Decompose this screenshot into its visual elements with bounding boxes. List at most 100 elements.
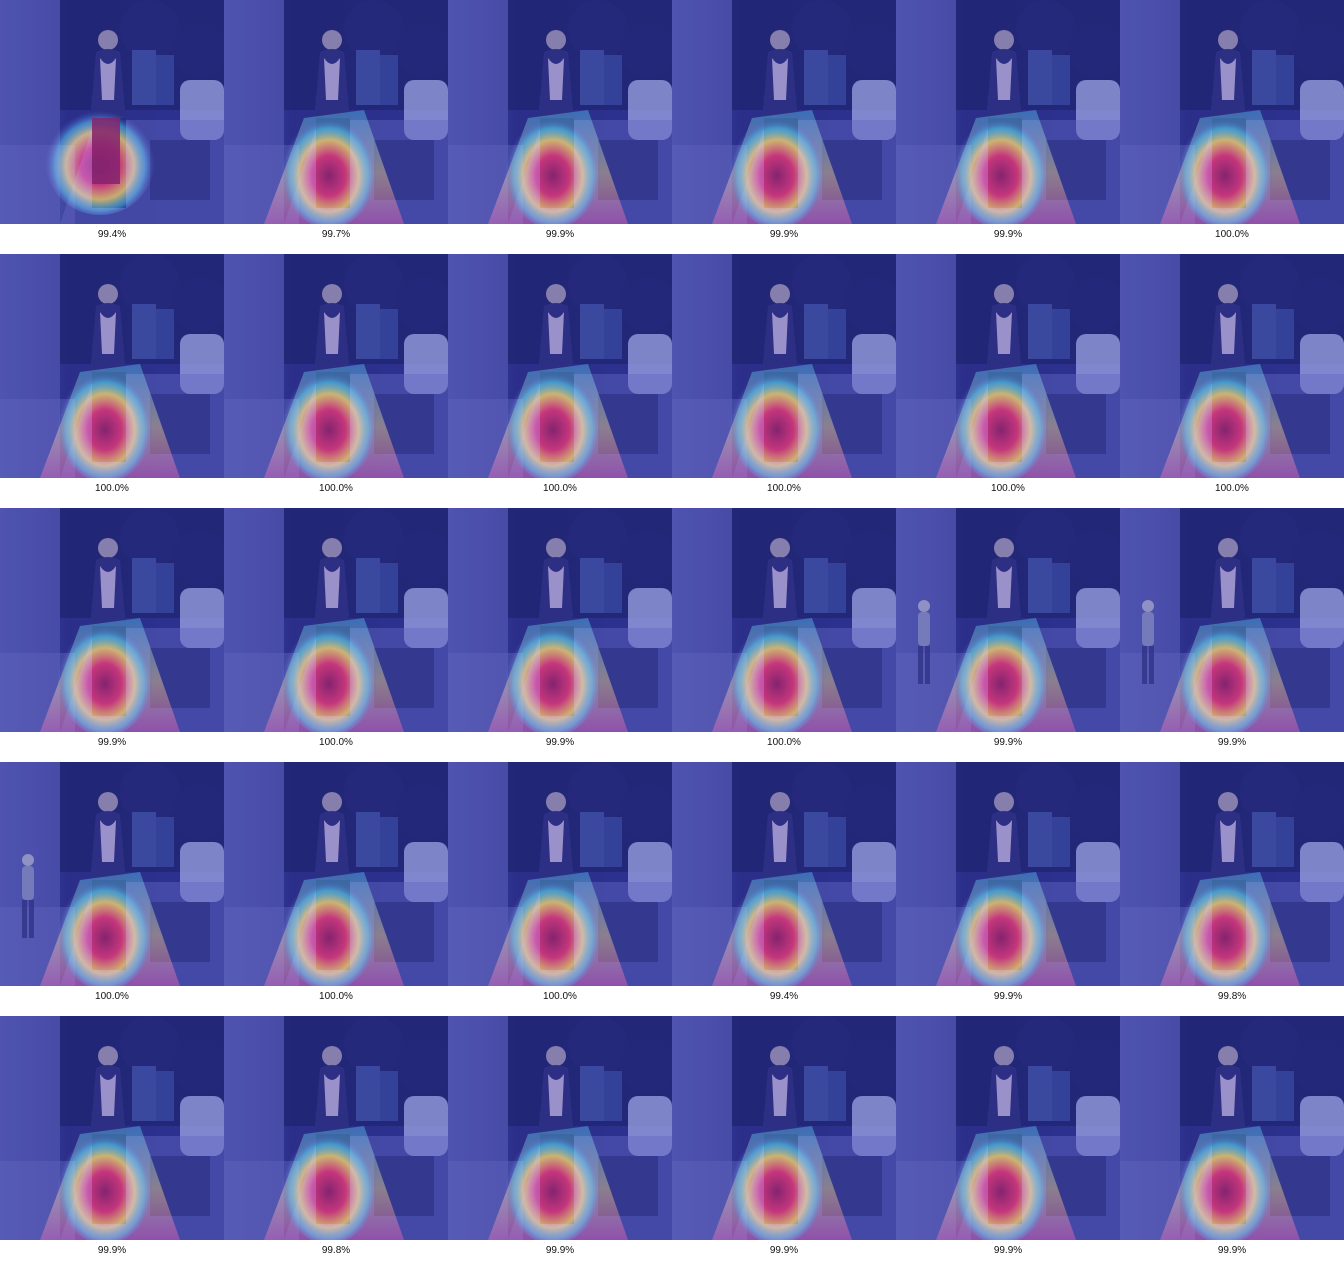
frame-cell: 99.9% xyxy=(0,508,224,762)
parked-car xyxy=(180,842,224,902)
frame-cell: 99.9% xyxy=(896,0,1120,254)
frame-cell: 100.0% xyxy=(448,762,672,1016)
attention-heatmap xyxy=(264,110,404,224)
attention-heatmap xyxy=(488,618,628,732)
parked-car xyxy=(852,588,896,648)
frame-cell: 99.9% xyxy=(1120,1016,1344,1270)
building-wall xyxy=(896,1016,956,1240)
attention-heatmap xyxy=(712,110,852,224)
building-wall xyxy=(896,762,956,986)
news-box xyxy=(1028,304,1052,359)
news-box xyxy=(1252,50,1276,105)
parked-car xyxy=(1300,588,1344,648)
heatmap-frame-image xyxy=(0,1016,224,1240)
news-box xyxy=(1252,1066,1276,1121)
building-wall xyxy=(672,508,732,732)
confidence-caption: 100.0% xyxy=(319,483,353,494)
confidence-caption: 99.9% xyxy=(545,1245,575,1256)
building-wall xyxy=(224,254,284,478)
attention-heatmap xyxy=(1160,1126,1300,1240)
attention-heatmap xyxy=(488,364,628,478)
frame-cell: 100.0% xyxy=(1120,254,1344,508)
attention-heatmap xyxy=(936,364,1076,478)
parked-car xyxy=(628,588,672,648)
confidence-caption: 100.0% xyxy=(1215,229,1249,240)
heatmap-frame-image xyxy=(1120,0,1344,224)
building-wall xyxy=(0,1016,60,1240)
frame-cell: 99.9% xyxy=(448,508,672,762)
attention-heatmap xyxy=(488,1126,628,1240)
heatmap-frame-image xyxy=(448,1016,672,1240)
frame-row: 99.9% xyxy=(0,508,1344,762)
parked-car xyxy=(1076,80,1120,140)
heatmap-frame-image xyxy=(0,0,224,224)
news-box xyxy=(132,304,156,359)
attention-heatmap xyxy=(40,364,180,478)
parked-car xyxy=(1300,334,1344,394)
parked-car xyxy=(180,334,224,394)
news-box xyxy=(804,558,828,613)
news-box xyxy=(132,1066,156,1121)
parked-car xyxy=(180,588,224,648)
heatmap-frame-image xyxy=(0,508,224,732)
confidence-caption: 99.9% xyxy=(993,991,1023,1002)
confidence-caption: 99.4% xyxy=(769,991,799,1002)
heatmap-frame-image xyxy=(0,762,224,986)
confidence-caption: 99.8% xyxy=(1217,991,1247,1002)
confidence-caption: 99.9% xyxy=(1217,1245,1247,1256)
confidence-caption: 99.9% xyxy=(769,1245,799,1256)
confidence-caption: 99.9% xyxy=(1217,737,1247,748)
pedestrian-figure xyxy=(1142,600,1154,684)
heatmap-frame-image xyxy=(448,508,672,732)
attention-heatmap xyxy=(40,618,180,732)
parked-car xyxy=(852,334,896,394)
frame-cell: 100.0% xyxy=(448,254,672,508)
confidence-caption: 99.9% xyxy=(993,737,1023,748)
building-wall xyxy=(448,254,508,478)
heatmap-frame-image xyxy=(448,0,672,224)
heatmap-frame-image xyxy=(1120,508,1344,732)
news-box xyxy=(580,558,604,613)
confidence-caption: 99.9% xyxy=(97,1245,127,1256)
attention-heatmap xyxy=(712,1126,852,1240)
parked-car xyxy=(404,842,448,902)
news-box xyxy=(804,1066,828,1121)
frame-cell: 99.9% xyxy=(672,0,896,254)
confidence-caption: 100.0% xyxy=(319,737,353,748)
frame-cell: 99.9% xyxy=(896,762,1120,1016)
building-wall xyxy=(448,508,508,732)
pedestrian-figure xyxy=(22,854,34,938)
building-wall xyxy=(224,508,284,732)
news-box xyxy=(1252,812,1276,867)
news-box xyxy=(1252,304,1276,359)
news-box xyxy=(580,1066,604,1121)
heatmap-frame-image xyxy=(224,762,448,986)
heatmap-frame-image xyxy=(0,254,224,478)
frame-cell: 99.8% xyxy=(224,1016,448,1270)
parked-car xyxy=(404,334,448,394)
building-wall xyxy=(0,0,60,224)
attention-heatmap xyxy=(40,872,180,986)
parked-car xyxy=(1300,842,1344,902)
frame-cell: 100.0% xyxy=(0,254,224,508)
building-wall xyxy=(0,254,60,478)
parked-car xyxy=(852,842,896,902)
news-box xyxy=(356,304,380,359)
attention-heatmap xyxy=(488,110,628,224)
heatmap-frame-image xyxy=(896,0,1120,224)
frame-cell: 99.9% xyxy=(448,0,672,254)
parked-car xyxy=(852,80,896,140)
building-wall xyxy=(1120,254,1180,478)
heatmap-frame-image xyxy=(896,1016,1120,1240)
attention-heatmap xyxy=(936,618,1076,732)
attention-heatmap xyxy=(936,1126,1076,1240)
frame-cell: 99.9% xyxy=(896,1016,1120,1270)
confidence-caption: 100.0% xyxy=(767,483,801,494)
confidence-caption: 99.7% xyxy=(321,229,351,240)
parked-car xyxy=(628,842,672,902)
frame-cell: 100.0% xyxy=(1120,0,1344,254)
building-wall xyxy=(1120,0,1180,224)
heatmap-frame-image xyxy=(224,508,448,732)
attention-heatmap xyxy=(264,872,404,986)
confidence-caption: 99.9% xyxy=(97,737,127,748)
